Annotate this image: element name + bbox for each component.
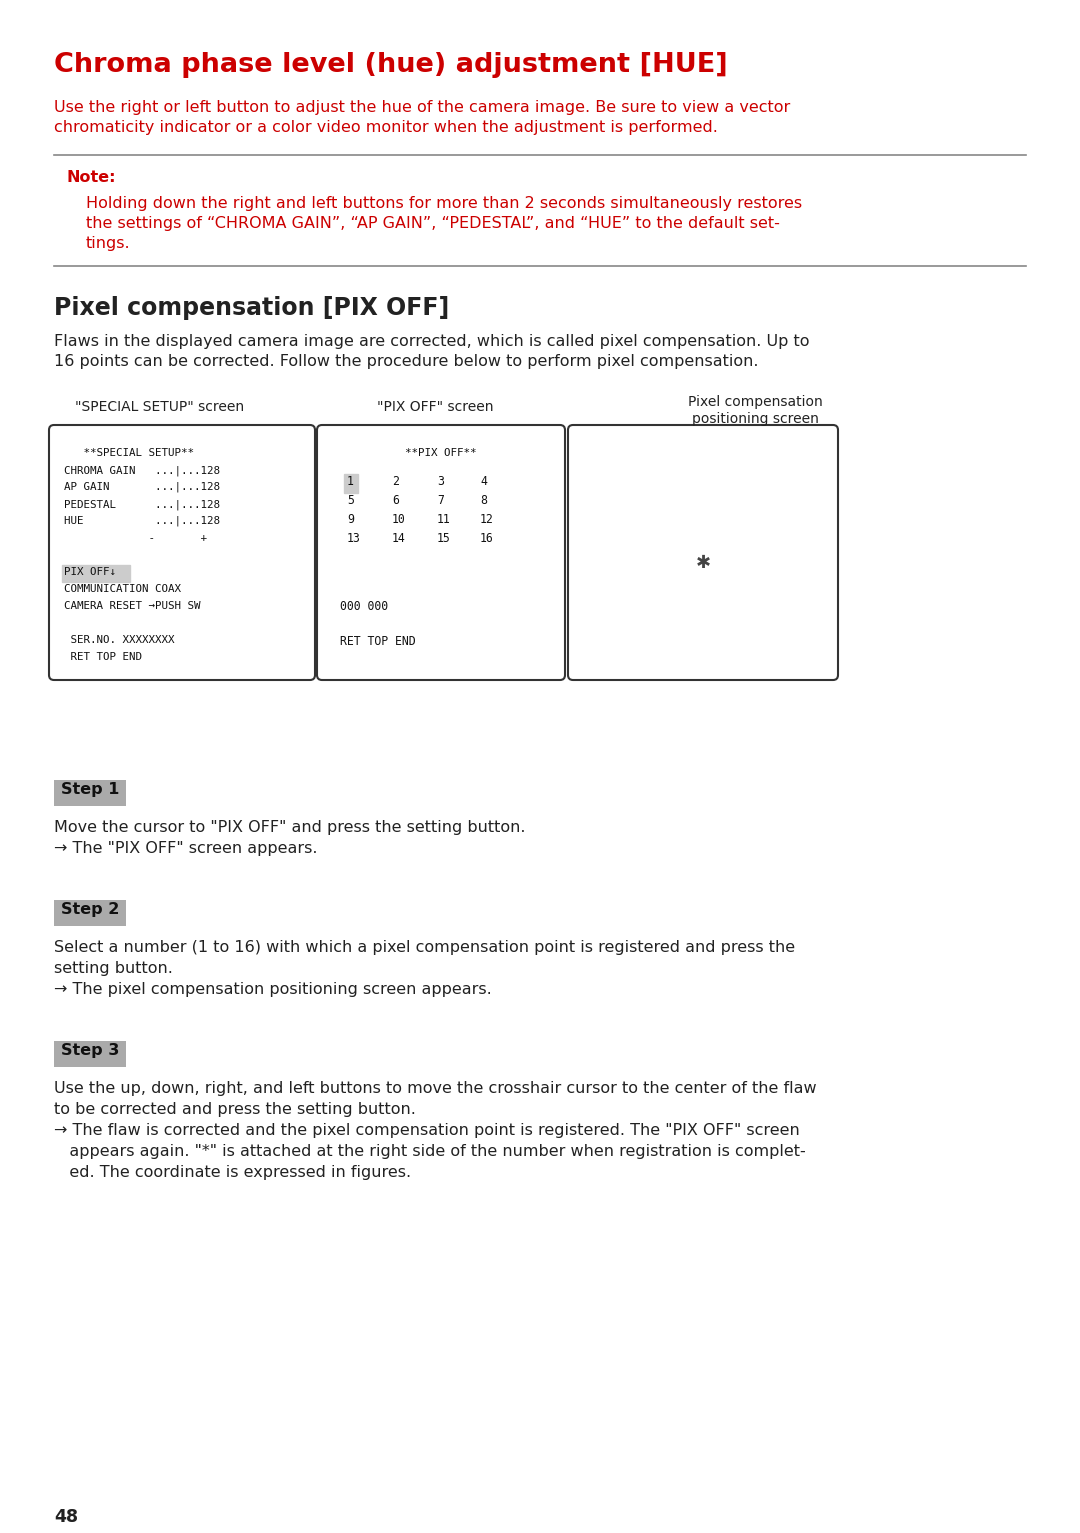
Text: → The pixel compensation positioning screen appears.: → The pixel compensation positioning scr… xyxy=(54,983,491,996)
Bar xyxy=(62,566,130,583)
Text: RET TOP END: RET TOP END xyxy=(340,635,416,648)
FancyBboxPatch shape xyxy=(54,1041,126,1067)
Text: Pixel compensation: Pixel compensation xyxy=(688,396,822,409)
Text: 6: 6 xyxy=(392,494,399,507)
Text: → The flaw is corrected and the pixel compensation point is registered. The "PIX: → The flaw is corrected and the pixel co… xyxy=(54,1124,800,1137)
Text: 2: 2 xyxy=(392,475,399,487)
Text: → The "PIX OFF" screen appears.: → The "PIX OFF" screen appears. xyxy=(54,842,318,855)
Text: Step 3: Step 3 xyxy=(60,1042,119,1058)
Text: Note:: Note: xyxy=(66,170,116,185)
Text: HUE           ...|...128: HUE ...|...128 xyxy=(64,517,220,526)
Text: 1: 1 xyxy=(347,475,354,487)
Text: CAMERA RESET →PUSH SW: CAMERA RESET →PUSH SW xyxy=(64,601,201,612)
Text: RET TOP END: RET TOP END xyxy=(64,652,141,662)
Text: Use the up, down, right, and left buttons to move the crosshair cursor to the ce: Use the up, down, right, and left button… xyxy=(54,1081,816,1096)
Text: Step 2: Step 2 xyxy=(60,901,119,917)
Text: 16: 16 xyxy=(480,532,494,546)
Text: PEDESTAL      ...|...128: PEDESTAL ...|...128 xyxy=(64,500,220,509)
Text: 4: 4 xyxy=(480,475,487,487)
Text: Select a number (1 to 16) with which a pixel compensation point is registered an: Select a number (1 to 16) with which a p… xyxy=(54,940,795,955)
Text: 5: 5 xyxy=(347,494,354,507)
FancyBboxPatch shape xyxy=(49,425,315,681)
Text: tings.: tings. xyxy=(86,236,131,251)
Text: Move the cursor to "PIX OFF" and press the setting button.: Move the cursor to "PIX OFF" and press t… xyxy=(54,820,526,835)
Text: 7: 7 xyxy=(437,494,444,507)
Text: to be corrected and press the setting button.: to be corrected and press the setting bu… xyxy=(54,1102,416,1118)
Text: COMMUNICATION COAX: COMMUNICATION COAX xyxy=(64,584,181,593)
Text: ed. The coordinate is expressed in figures.: ed. The coordinate is expressed in figur… xyxy=(54,1165,411,1180)
Text: positioning screen: positioning screen xyxy=(691,412,819,426)
Text: 000 000: 000 000 xyxy=(340,599,388,613)
Text: ✱: ✱ xyxy=(696,553,711,572)
Text: 12: 12 xyxy=(480,514,494,526)
Text: 3: 3 xyxy=(437,475,444,487)
Text: 8: 8 xyxy=(480,494,487,507)
Text: Holding down the right and left buttons for more than 2 seconds simultaneously r: Holding down the right and left buttons … xyxy=(86,196,802,212)
Text: PIX OFF↓: PIX OFF↓ xyxy=(64,567,116,576)
Text: **PIX OFF**: **PIX OFF** xyxy=(405,448,476,458)
FancyBboxPatch shape xyxy=(54,900,126,926)
Text: CHROMA GAIN   ...|...128: CHROMA GAIN ...|...128 xyxy=(64,464,220,475)
Text: SER.NO. XXXXXXXX: SER.NO. XXXXXXXX xyxy=(64,635,175,645)
Text: Pixel compensation [PIX OFF]: Pixel compensation [PIX OFF] xyxy=(54,296,449,320)
FancyBboxPatch shape xyxy=(318,425,565,681)
Text: 10: 10 xyxy=(392,514,406,526)
Text: 16 points can be corrected. Follow the procedure below to perform pixel compensa: 16 points can be corrected. Follow the p… xyxy=(54,354,758,369)
FancyBboxPatch shape xyxy=(54,780,126,806)
Text: Chroma phase level (hue) adjustment [HUE]: Chroma phase level (hue) adjustment [HUE… xyxy=(54,52,728,78)
Text: 15: 15 xyxy=(437,532,450,546)
Text: **SPECIAL SETUP**: **SPECIAL SETUP** xyxy=(64,448,194,458)
Text: appears again. "*" is attached at the right side of the number when registration: appears again. "*" is attached at the ri… xyxy=(54,1144,806,1159)
Text: 9: 9 xyxy=(347,514,354,526)
Text: Use the right or left button to adjust the hue of the camera image. Be sure to v: Use the right or left button to adjust t… xyxy=(54,100,791,115)
Text: "SPECIAL SETUP" screen: "SPECIAL SETUP" screen xyxy=(76,400,244,414)
Text: 14: 14 xyxy=(392,532,406,546)
Text: setting button.: setting button. xyxy=(54,961,173,977)
Text: 11: 11 xyxy=(437,514,450,526)
Text: 13: 13 xyxy=(347,532,361,546)
Text: "PIX OFF" screen: "PIX OFF" screen xyxy=(377,400,494,414)
Text: Flaws in the displayed camera image are corrected, which is called pixel compens: Flaws in the displayed camera image are … xyxy=(54,334,810,350)
Bar xyxy=(345,474,357,494)
Text: -       +: - + xyxy=(64,533,207,543)
Text: the settings of “CHROMA GAIN”, “AP GAIN”, “PEDESTAL”, and “HUE” to the default s: the settings of “CHROMA GAIN”, “AP GAIN”… xyxy=(86,216,780,231)
Text: 48: 48 xyxy=(54,1508,78,1525)
FancyBboxPatch shape xyxy=(568,425,838,681)
Text: chromaticity indicator or a color video monitor when the adjustment is performed: chromaticity indicator or a color video … xyxy=(54,120,718,135)
Text: Step 1: Step 1 xyxy=(60,782,119,797)
Text: AP GAIN       ...|...128: AP GAIN ...|...128 xyxy=(64,481,220,492)
